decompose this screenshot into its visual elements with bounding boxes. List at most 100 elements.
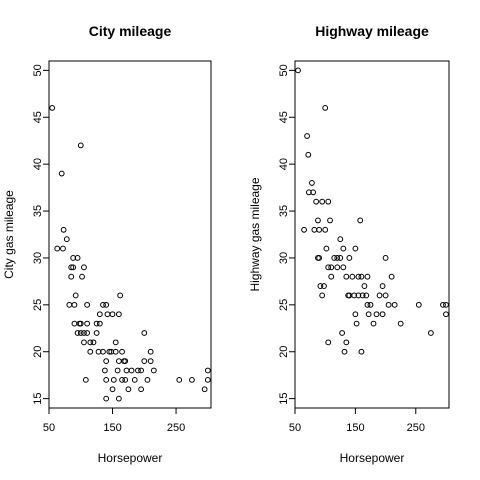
city-data-point bbox=[106, 348, 113, 355]
city-data-point bbox=[63, 236, 70, 243]
highway-data-point bbox=[388, 273, 395, 280]
highway-data-point bbox=[343, 339, 350, 346]
highway-data-point bbox=[355, 292, 362, 299]
city-data-point bbox=[79, 273, 85, 280]
city-data-point bbox=[131, 376, 138, 383]
highway-data-point bbox=[325, 198, 332, 205]
highway-data-point bbox=[357, 217, 364, 224]
city-data-point bbox=[138, 367, 145, 374]
highway-data-point bbox=[328, 264, 335, 271]
highway-data-point bbox=[385, 301, 392, 308]
highway-data-point bbox=[349, 273, 356, 280]
city-chart-title: City mileage bbox=[89, 23, 172, 39]
highway-data-point bbox=[339, 330, 346, 336]
city-data-point bbox=[77, 330, 84, 336]
city-data-point bbox=[150, 367, 157, 374]
city-data-point bbox=[68, 264, 75, 271]
city-data-point bbox=[77, 142, 84, 149]
city-data-point bbox=[204, 376, 211, 383]
highway-data-point bbox=[346, 255, 353, 261]
highway-y-axis-label: Highway gas mileage bbox=[248, 177, 262, 291]
city-data-point bbox=[58, 170, 65, 177]
highway-data-point bbox=[322, 226, 329, 233]
city-y-axis-label: City gas mileage bbox=[2, 190, 16, 279]
highway-data-point bbox=[334, 255, 341, 261]
highway-y-tick-label: 35 bbox=[278, 205, 290, 217]
highway-data-point bbox=[364, 301, 371, 308]
highway-data-point bbox=[319, 198, 326, 205]
city-data-point bbox=[66, 301, 73, 308]
city-y-tick-label: 45 bbox=[32, 111, 44, 123]
highway-data-point bbox=[443, 301, 449, 308]
city-data-point bbox=[122, 358, 129, 365]
highway-data-point bbox=[337, 255, 344, 261]
city-y-tick-label: 35 bbox=[32, 205, 44, 217]
highway-data-point bbox=[376, 292, 383, 299]
highway-data-point bbox=[340, 245, 347, 252]
city-data-point bbox=[60, 245, 66, 252]
city-data-point bbox=[189, 376, 195, 383]
city-data-point bbox=[68, 273, 75, 280]
highway-data-point bbox=[327, 217, 333, 224]
city-data-point bbox=[176, 376, 183, 383]
highway-data-point bbox=[427, 330, 434, 336]
highway-data-point bbox=[363, 292, 370, 299]
city-plot-frame bbox=[48, 60, 212, 409]
city-data-point bbox=[144, 376, 151, 383]
city-data-point bbox=[103, 395, 110, 402]
city-data-point bbox=[103, 358, 110, 365]
highway-x-axis-label: Horsepower bbox=[340, 451, 405, 465]
city-data-point bbox=[115, 395, 122, 402]
highway-data-point bbox=[328, 273, 335, 280]
highway-y-tick-label: 25 bbox=[278, 299, 290, 311]
city-data-point bbox=[90, 339, 97, 346]
highway-data-point bbox=[440, 301, 446, 308]
city-y-tick-label: 50 bbox=[32, 64, 44, 76]
city-data-point bbox=[147, 358, 154, 365]
city-data-point bbox=[74, 330, 81, 336]
highway-plot-frame bbox=[294, 60, 450, 409]
highway-y-tick-label: 20 bbox=[278, 346, 290, 358]
highway-data-point bbox=[341, 348, 348, 355]
city-data-point bbox=[87, 348, 94, 355]
highway-data-point bbox=[358, 273, 365, 280]
city-data-point bbox=[77, 320, 84, 327]
highway-data-point bbox=[355, 273, 362, 280]
city-data-point bbox=[84, 330, 91, 336]
city-data-point bbox=[100, 301, 106, 308]
highway-data-point bbox=[334, 264, 341, 271]
city-data-point bbox=[109, 311, 116, 318]
city-data-point bbox=[112, 348, 119, 355]
city-data-point bbox=[141, 358, 148, 365]
city-data-point bbox=[84, 320, 91, 327]
highway-data-point bbox=[325, 339, 332, 346]
highway-data-point bbox=[305, 151, 312, 158]
highway-data-point bbox=[353, 320, 360, 327]
city-data-point bbox=[104, 311, 111, 318]
highway-data-point bbox=[321, 283, 327, 289]
city-data-point bbox=[115, 358, 122, 365]
city-data-point bbox=[72, 292, 79, 299]
highway-data-point bbox=[343, 273, 350, 280]
city-data-point bbox=[138, 386, 145, 393]
city-data-point bbox=[123, 367, 130, 374]
highway-data-point bbox=[415, 301, 422, 308]
highway-data-point bbox=[304, 133, 310, 139]
highway-data-point bbox=[382, 255, 389, 261]
highway-data-point bbox=[317, 283, 324, 289]
city-data-point bbox=[114, 367, 121, 374]
highway-data-point bbox=[367, 301, 374, 308]
highway-data-point bbox=[295, 67, 301, 74]
highway-data-point bbox=[443, 311, 449, 318]
city-data-point bbox=[112, 339, 119, 346]
city-data-point bbox=[135, 367, 141, 374]
highway-data-point bbox=[305, 189, 312, 196]
highway-data-point bbox=[319, 292, 326, 299]
highway-data-point bbox=[325, 264, 332, 271]
city-data-point bbox=[115, 311, 122, 318]
highway-data-point bbox=[337, 236, 344, 243]
highway-y-tick-label: 40 bbox=[278, 158, 290, 170]
city-data-point bbox=[119, 348, 125, 355]
